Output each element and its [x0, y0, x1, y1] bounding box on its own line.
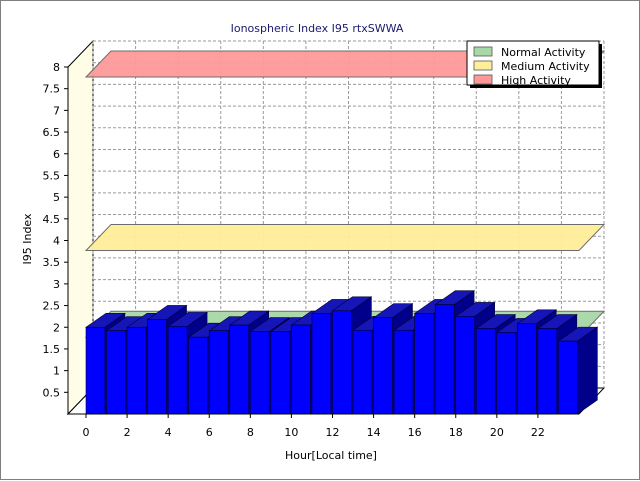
- legend-label: High Activity: [501, 74, 571, 87]
- bar: [147, 319, 167, 415]
- y-tick-label: 7: [53, 104, 60, 117]
- y-tick-label: 5.5: [43, 169, 61, 182]
- bar: [85, 326, 106, 415]
- legend-swatch: [473, 46, 493, 57]
- bar: [106, 330, 126, 415]
- bar: [537, 328, 558, 415]
- x-tick-label: 12: [326, 426, 340, 439]
- y-tick-label: 3.5: [43, 256, 61, 269]
- bar-series: [85, 290, 599, 415]
- x-tick-label: 14: [367, 426, 381, 439]
- y-tick-label: 7.5: [43, 83, 61, 96]
- bar: [373, 317, 393, 415]
- x-tick-label: 20: [490, 426, 504, 439]
- bar: [250, 331, 270, 415]
- bar: [167, 326, 188, 415]
- bar: [229, 324, 249, 415]
- bar: [311, 313, 332, 415]
- bar: [434, 304, 455, 415]
- x-tick-label: 10: [284, 426, 298, 439]
- bar: [126, 326, 147, 415]
- bar: [496, 332, 517, 415]
- bar: [208, 330, 229, 415]
- bar-side: [577, 326, 598, 415]
- legend-swatch: [473, 60, 493, 71]
- legend-swatch: [473, 74, 493, 85]
- bar: [414, 313, 434, 415]
- x-tick-label: 4: [165, 426, 172, 439]
- y-tick-label: 2: [53, 321, 60, 334]
- y-tick-label: 1.5: [43, 343, 61, 356]
- y-axis-label: I95 Index: [21, 213, 34, 265]
- chart-title: Ionospheric Index I95 rtxSWWA: [231, 22, 404, 35]
- y-tick-label: 6: [53, 148, 60, 161]
- x-tick-label: 16: [408, 426, 422, 439]
- x-axis-label: Hour[Local time]: [285, 449, 377, 462]
- bar: [188, 336, 208, 415]
- y-tick-label: 4.5: [43, 213, 61, 226]
- legend-label: Normal Activity: [501, 46, 586, 59]
- bar: [393, 329, 414, 415]
- bar: [291, 324, 311, 415]
- y-tick-label: 3: [53, 278, 60, 291]
- x-tick-label: 2: [124, 426, 131, 439]
- legend-label: Medium Activity: [501, 60, 590, 73]
- x-tick-label: 6: [206, 426, 213, 439]
- y-tick-label: 1: [53, 365, 60, 378]
- y-tick-label: 5: [53, 191, 60, 204]
- y-tick-label: 0.5: [43, 386, 61, 399]
- y-tick-label: 4: [53, 235, 60, 248]
- bar: [558, 340, 578, 415]
- activity-band: [84, 224, 606, 251]
- x-tick-label: 18: [449, 426, 463, 439]
- x-tick-label: 0: [83, 426, 90, 439]
- bar: [517, 323, 537, 415]
- bar: [332, 310, 352, 415]
- x-tick-label: 22: [531, 426, 545, 439]
- x-tick-label: 8: [247, 426, 254, 439]
- y-tick-label: 6.5: [43, 126, 61, 139]
- bar: [352, 329, 373, 415]
- chart-axes: 0.5 1 1.5 2 2.5 3 3.5 4 4.5 5 5.5 6 6.5 7 7.5 8 0 2 4 6 8 10 1…: [43, 61, 579, 439]
- bar: [455, 316, 475, 415]
- bar: [475, 328, 496, 415]
- y-tick-label: 8: [53, 61, 60, 74]
- y-tick-label: 2.5: [43, 300, 61, 313]
- bar: [270, 331, 291, 415]
